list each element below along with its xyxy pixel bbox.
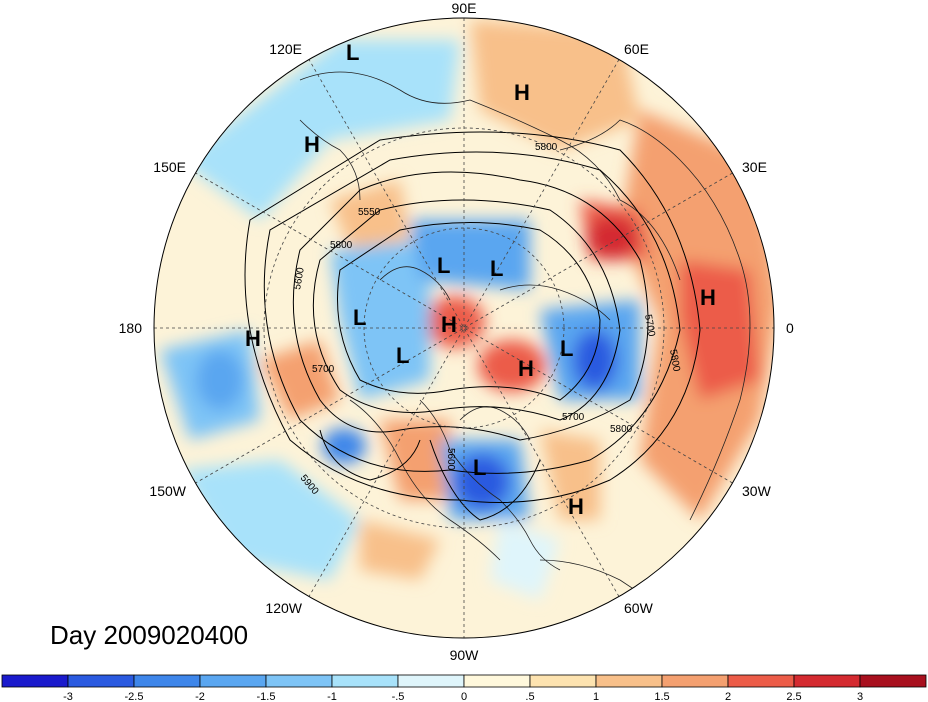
colorbar-box [661, 674, 729, 688]
low-center: L [473, 455, 486, 480]
lon-label-90w: 90W [450, 647, 480, 663]
graticule [154, 18, 774, 638]
polar-stereographic-map: 90E 60E 30E 0 30W 60W 90W 120W 150W 180 … [119, 0, 794, 663]
lon-label-30w: 30W [742, 483, 772, 499]
pressure-centers: L H H L L L H L H L H L H H [245, 40, 716, 519]
colorbar-tick-label: 0 [461, 691, 467, 702]
lon-label-30e: 30E [742, 159, 767, 175]
high-center: H [304, 132, 320, 157]
low-center: L [353, 305, 366, 330]
colorbar-tick-label: 2.5 [786, 691, 801, 702]
high-center: H [700, 285, 716, 310]
contour-label: 5550 [358, 207, 381, 218]
colorbar-box [595, 674, 663, 688]
colorbar-tick-label: 1.5 [654, 691, 669, 702]
low-center: L [560, 336, 573, 361]
colorbar-tick-label: 1 [593, 691, 599, 702]
colorbar-tick-label: .5 [525, 691, 534, 702]
contour-label: 5600 [445, 448, 456, 471]
high-center: H [514, 80, 530, 105]
lon-label-150e: 150E [153, 159, 186, 175]
lon-label-180: 180 [119, 320, 143, 336]
contour-label: 5600 [292, 266, 307, 290]
colorbar-tick-label: -1.5 [257, 691, 276, 702]
lon-label-120e: 120E [269, 41, 302, 57]
contour-label: 5800 [610, 424, 633, 435]
colorbar-box [463, 674, 531, 688]
contour-label: 5800 [535, 142, 558, 153]
colorbar-tick-label: -2.5 [125, 691, 144, 702]
map-boundary [153, 17, 775, 639]
contour-label: 5700 [562, 412, 585, 423]
high-center: H [441, 312, 457, 337]
lon-label-90e: 90E [452, 0, 477, 16]
lon-label-60e: 60E [624, 41, 649, 57]
colorbar-labels: -3 -2.5 -2 -1.5 -1 -.5 0 .5 1 1.5 2 2.5 3 [63, 691, 863, 702]
colorbar-box [529, 674, 597, 688]
colorbar-box [199, 674, 267, 688]
contour-label: 5700 [642, 314, 657, 338]
low-center: L [490, 256, 503, 281]
high-center: H [518, 356, 534, 381]
colorbar-box [397, 674, 465, 688]
colorbar-box [265, 674, 333, 688]
lon-label-0: 0 [786, 320, 794, 336]
colorbar-tick-label: -.5 [392, 691, 405, 702]
low-center: L [396, 343, 409, 368]
colorbar-box [727, 674, 795, 688]
longitude-labels: 90E 60E 30E 0 30W 60W 90W 120W 150W 180 … [119, 0, 794, 663]
low-center: L [346, 40, 359, 65]
colorbar-boxes [1, 674, 927, 688]
lon-label-150w: 150W [149, 483, 186, 499]
colorbar-box [859, 674, 927, 688]
colorbar-box [67, 674, 135, 688]
colorbar-tick-label: -1 [327, 691, 337, 702]
colorbar-box [331, 674, 399, 688]
map-title: Day 2009020400 [50, 620, 249, 650]
contour-label: 5700 [312, 364, 335, 375]
colorbar-box [793, 674, 861, 688]
contour-label: 5800 [330, 240, 353, 251]
low-center: L [437, 253, 450, 278]
high-center: H [568, 494, 584, 519]
high-center: H [245, 326, 261, 351]
contour-labels: 5600 5700 5800 5550 5700 5800 5700 5800 … [292, 142, 682, 497]
colorbar-box [133, 674, 201, 688]
colorbar-tick-label: 3 [857, 691, 863, 702]
lon-label-60w: 60W [624, 600, 654, 616]
contour-label: 5800 [667, 349, 682, 373]
height-contours [244, 131, 701, 521]
colorbar-tick-label: -2 [195, 691, 205, 702]
colorbar-tick-label: 2 [725, 691, 731, 702]
colorbar: -3 -2.5 -2 -1.5 -1 -.5 0 .5 1 1.5 2 2.5 3 [1, 674, 927, 702]
colorbar-box [1, 674, 69, 688]
anomaly-field [154, 18, 774, 638]
colorbar-tick-label: -3 [63, 691, 73, 702]
lon-label-120w: 120W [265, 600, 302, 616]
